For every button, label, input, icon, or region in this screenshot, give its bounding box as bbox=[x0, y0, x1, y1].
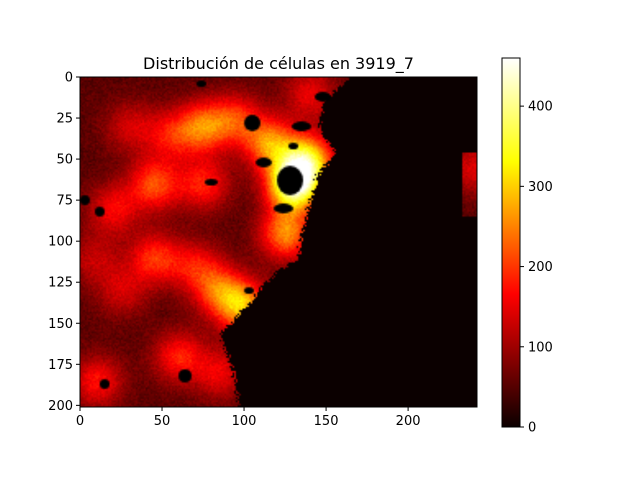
x-tick-label: 100 bbox=[232, 414, 257, 429]
colorbar-tick-label: 100 bbox=[528, 340, 553, 355]
colorbar-tick-label: 200 bbox=[528, 260, 553, 275]
plot-frame bbox=[79, 76, 478, 408]
x-axis-ticks: 0 50 100 150 200 bbox=[76, 407, 421, 429]
colorbar-tick-label: 400 bbox=[528, 100, 553, 115]
x-tick-label: 50 bbox=[154, 414, 171, 429]
x-tick-label: 200 bbox=[396, 414, 421, 429]
colorbar-ticks: 0 100 200 300 400 bbox=[520, 100, 553, 436]
y-tick-label: 150 bbox=[48, 317, 73, 332]
y-tick-label: 75 bbox=[56, 194, 73, 209]
colorbar-gradient bbox=[501, 57, 521, 428]
y-tick-label: 125 bbox=[48, 276, 73, 291]
y-tick-label: 50 bbox=[56, 153, 73, 168]
colorbar: 0 100 200 300 400 bbox=[501, 57, 553, 436]
y-tick-label: 200 bbox=[48, 399, 73, 414]
y-tick-label: 100 bbox=[48, 235, 73, 250]
chart-title: Distribución de células en 3919_7 bbox=[143, 54, 414, 74]
y-axis-ticks: 0 25 50 75 100 125 150 175 200 bbox=[48, 71, 80, 414]
y-tick-label: 0 bbox=[65, 71, 73, 86]
y-tick-label: 25 bbox=[56, 112, 73, 127]
x-tick-label: 0 bbox=[76, 414, 84, 429]
plot-area bbox=[79, 76, 478, 408]
heatmap-image bbox=[80, 77, 477, 407]
x-tick-label: 150 bbox=[314, 414, 339, 429]
colorbar-tick-label: 0 bbox=[528, 421, 536, 436]
y-tick-label: 175 bbox=[48, 358, 73, 373]
colorbar-tick-label: 300 bbox=[528, 180, 553, 195]
